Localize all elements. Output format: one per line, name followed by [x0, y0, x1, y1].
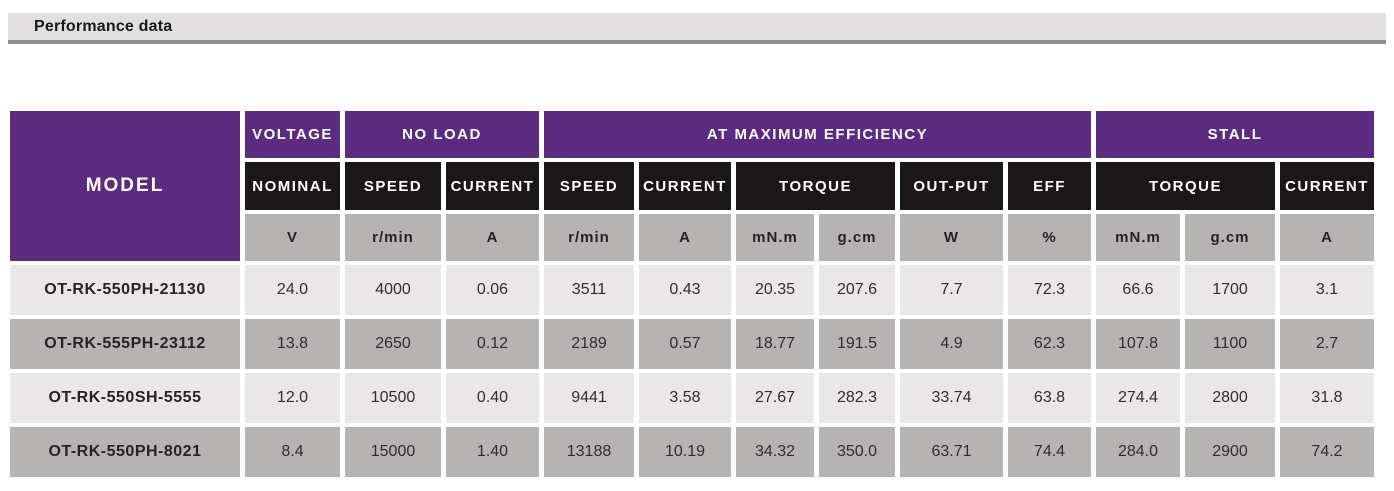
data-cell: 282.3 — [819, 373, 895, 423]
data-cell: 72.3 — [1008, 265, 1091, 315]
model-cell: OT-RK-555PH-23112 — [10, 319, 240, 369]
data-cell: 74.4 — [1008, 427, 1091, 477]
data-cell: 2900 — [1185, 427, 1275, 477]
data-cell: 74.2 — [1280, 427, 1374, 477]
data-cell: 3511 — [544, 265, 634, 315]
column-group-voltage: VOLTAGE — [245, 111, 340, 158]
data-cell: 7.7 — [900, 265, 1003, 315]
unit-cell: A — [639, 214, 731, 261]
table-row: OT-RK-550SH-5555 12.0 10500 0.40 9441 3.… — [10, 373, 1374, 423]
data-cell: 274.4 — [1096, 373, 1180, 423]
table-row: OT-RK-550PH-21130 24.0 4000 0.06 3511 0.… — [10, 265, 1374, 315]
subheader-noload-speed: SPEED — [345, 162, 441, 210]
unit-cell: g.cm — [1185, 214, 1275, 261]
data-cell: 10500 — [345, 373, 441, 423]
subheader-nominal: NOMINAL — [245, 162, 340, 210]
unit-cell: g.cm — [819, 214, 895, 261]
table-row: OT-RK-555PH-23112 13.8 2650 0.12 2189 0.… — [10, 319, 1374, 369]
data-cell: 15000 — [345, 427, 441, 477]
model-cell: OT-RK-550PH-8021 — [10, 427, 240, 477]
data-cell: 2800 — [1185, 373, 1275, 423]
data-cell: 18.77 — [736, 319, 814, 369]
data-cell: 13188 — [544, 427, 634, 477]
data-cell: 0.57 — [639, 319, 731, 369]
data-cell: 350.0 — [819, 427, 895, 477]
data-cell: 3.1 — [1280, 265, 1374, 315]
unit-cell: W — [900, 214, 1003, 261]
data-cell: 9441 — [544, 373, 634, 423]
data-cell: 12.0 — [245, 373, 340, 423]
subheader-eff: EFF — [1008, 162, 1091, 210]
table-row: OT-RK-550PH-8021 8.4 15000 1.40 13188 10… — [10, 427, 1374, 477]
data-cell: 4000 — [345, 265, 441, 315]
subheader-stall-current: CURRENT — [1280, 162, 1374, 210]
column-group-at-maximum-efficiency: AT MAXIMUM EFFICIENCY — [544, 111, 1091, 158]
data-cell: 63.8 — [1008, 373, 1091, 423]
data-cell: 2650 — [345, 319, 441, 369]
data-cell: 1.40 — [446, 427, 539, 477]
header-sub-row: NOMINAL SPEED CURRENT SPEED CURRENT TORQ… — [10, 162, 1374, 210]
unit-cell: A — [1280, 214, 1374, 261]
subheader-maxeff-current: CURRENT — [639, 162, 731, 210]
data-cell: 0.43 — [639, 265, 731, 315]
unit-cell: r/min — [544, 214, 634, 261]
data-cell: 63.71 — [900, 427, 1003, 477]
data-cell: 62.3 — [1008, 319, 1091, 369]
model-cell: OT-RK-550PH-21130 — [10, 265, 240, 315]
data-cell: 34.32 — [736, 427, 814, 477]
subheader-stall-torque: TORQUE — [1096, 162, 1275, 210]
performance-data-table: MODEL VOLTAGE NO LOAD AT MAXIMUM EFFICIE… — [5, 107, 1379, 481]
data-cell: 4.9 — [900, 319, 1003, 369]
data-cell: 207.6 — [819, 265, 895, 315]
data-cell: 191.5 — [819, 319, 895, 369]
data-cell: 284.0 — [1096, 427, 1180, 477]
column-group-model: MODEL — [10, 111, 240, 261]
header-group-row: MODEL VOLTAGE NO LOAD AT MAXIMUM EFFICIE… — [10, 111, 1374, 261]
subheader-output: OUT-PUT — [900, 162, 1003, 210]
data-cell: 13.8 — [245, 319, 340, 369]
section-title: Performance data — [8, 13, 1386, 44]
data-cell: 2.7 — [1280, 319, 1374, 369]
data-cell: 3.58 — [639, 373, 731, 423]
column-group-no-load: NO LOAD — [345, 111, 539, 158]
data-cell: 10.19 — [639, 427, 731, 477]
subheader-maxeff-speed: SPEED — [544, 162, 634, 210]
column-group-stall: STALL — [1096, 111, 1374, 158]
units-row: V r/min A r/min A mN.m g.cm W % mN.m g.c… — [10, 214, 1374, 261]
data-cell: 20.35 — [736, 265, 814, 315]
data-cell: 1700 — [1185, 265, 1275, 315]
subheader-maxeff-torque: TORQUE — [736, 162, 895, 210]
data-cell: 0.06 — [446, 265, 539, 315]
data-cell: 27.67 — [736, 373, 814, 423]
data-cell: 0.40 — [446, 373, 539, 423]
data-cell: 33.74 — [900, 373, 1003, 423]
data-cell: 0.12 — [446, 319, 539, 369]
data-cell: 24.0 — [245, 265, 340, 315]
unit-cell: r/min — [345, 214, 441, 261]
data-cell: 8.4 — [245, 427, 340, 477]
unit-cell: V — [245, 214, 340, 261]
unit-cell: mN.m — [736, 214, 814, 261]
data-cell: 2189 — [544, 319, 634, 369]
unit-cell: mN.m — [1096, 214, 1180, 261]
data-cell: 31.8 — [1280, 373, 1374, 423]
data-cell: 107.8 — [1096, 319, 1180, 369]
data-cell: 66.6 — [1096, 265, 1180, 315]
data-cell: 1100 — [1185, 319, 1275, 369]
unit-cell: A — [446, 214, 539, 261]
unit-cell: % — [1008, 214, 1091, 261]
model-cell: OT-RK-550SH-5555 — [10, 373, 240, 423]
subheader-noload-current: CURRENT — [446, 162, 539, 210]
